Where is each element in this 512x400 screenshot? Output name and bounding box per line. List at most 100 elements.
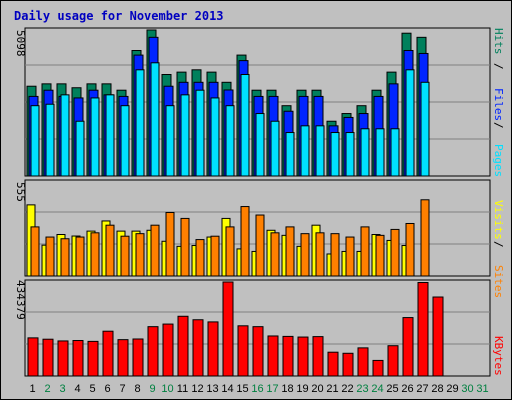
x-tick-day-23: 23 [356,383,368,395]
x-axis-labels: 1 2 3 4 5 6 7 8 9 10 11 12 13 14 15 16 17 18 19 20 21 22 23 24 2… [29,383,488,395]
bar-sites-day-20 [315,232,325,277]
bar-pages-day-26 [405,69,415,177]
x-tick-day-18: 18 [281,383,293,395]
kbytes-bars [27,281,444,377]
bar-sites-day-5 [90,232,100,277]
bar-pages-day-15 [240,74,250,177]
x-tick-day-17: 17 [266,383,278,395]
bar-pages-day-13 [210,97,220,177]
bar-pages-day-24 [375,128,385,177]
x-tick-day-10: 10 [161,383,173,395]
bar-pages-day-16 [255,113,265,177]
x-tick-day-24: 24 [371,383,383,395]
bar-kbytes-day-9 [147,326,159,377]
bar-kbytes-day-21 [327,351,339,377]
x-tick-day-14: 14 [221,383,233,395]
bar-pages-day-12 [195,89,205,177]
x-tick-day-25: 25 [386,383,398,395]
x-tick-day-19: 19 [296,383,308,395]
bar-pages-day-18 [285,132,295,177]
x-tick-day-5: 5 [89,383,95,395]
bar-sites-day-4 [75,236,85,277]
bar-pages-day-3 [60,94,70,177]
x-tick-day-8: 8 [134,383,140,395]
bar-kbytes-day-13 [207,321,219,377]
bar-pages-day-4 [75,120,85,177]
legend-files: Files [492,88,505,121]
x-tick-day-12: 12 [191,383,203,395]
bar-sites-day-6 [105,224,115,277]
bar-sites-day-27 [420,199,430,277]
x-tick-day-15: 15 [236,383,248,395]
bar-kbytes-day-3 [57,340,69,377]
bar-sites-day-16 [255,214,265,277]
legend-sep: / [492,63,505,70]
legend-visits: Visits [492,200,505,240]
x-tick-day-13: 13 [206,383,218,395]
bar-pages-day-11 [180,94,190,177]
bar-sites-day-15 [240,206,250,277]
usage-legend-sep1: / [492,63,505,70]
bar-sites-day-1 [30,226,40,277]
bar-sites-day-26 [405,222,415,277]
bar-kbytes-day-25 [387,345,399,377]
bar-kbytes-day-8 [132,338,144,377]
bar-kbytes-day-10 [162,323,174,377]
bar-sites-day-3 [60,238,70,277]
bar-sites-day-25 [390,228,400,277]
x-tick-day-30: 30 [461,383,473,395]
bar-kbytes-day-27 [417,282,429,377]
visits-legend-sites: Sites [492,265,505,298]
bar-kbytes-day-15 [237,325,249,377]
bar-pages-day-25 [390,128,400,177]
bar-sites-day-11 [180,217,190,277]
chart-title: Daily usage for November 2013 [14,9,224,23]
bar-kbytes-day-6 [102,330,114,377]
legend-hits: Hits [492,28,505,55]
visits-legend-visits: Visits [492,200,505,240]
bar-sites-day-13 [210,235,220,277]
bar-sites-day-2 [45,236,55,277]
x-tick-day-4: 4 [74,383,80,395]
x-tick-day-6: 6 [104,383,110,395]
bar-kbytes-day-5 [87,340,99,377]
bar-sites-day-14 [225,226,235,277]
bar-pages-day-27 [420,81,430,177]
usage-legend-sep2: / [492,122,505,129]
x-tick-day-29: 29 [446,383,458,395]
x-tick-day-27: 27 [416,383,428,395]
legend-kbytes: KBytes [492,336,505,376]
bar-pages-day-9 [150,62,160,177]
bar-kbytes-day-17 [267,335,279,377]
usage-legend-pages: Pages [492,144,505,177]
bar-pages-day-23 [360,128,370,177]
usage-legend-files: Files [492,88,505,121]
bar-kbytes-day-14 [222,281,234,377]
usage-legend: Hits [492,28,505,55]
bar-pages-day-1 [30,105,40,177]
usage-bars [26,29,430,177]
bar-kbytes-day-2 [42,338,54,377]
bar-pages-day-2 [45,103,55,177]
x-tick-day-16: 16 [251,383,263,395]
bar-kbytes-day-19 [297,336,309,377]
usage-max-label: 5098 [14,30,27,57]
kbytes-legend: KBytes [492,336,505,376]
kbytes-max-label: 434379 [14,280,27,320]
bar-sites-day-7 [120,235,130,277]
x-tick-day-28: 28 [431,383,443,395]
bar-pages-day-6 [105,94,115,177]
bar-kbytes-day-22 [342,352,354,377]
x-tick-day-31: 31 [476,383,488,395]
bar-pages-day-10 [165,105,175,177]
legend-sep: / [492,122,505,129]
bar-pages-day-5 [90,97,100,177]
x-tick-day-9: 9 [149,383,155,395]
x-tick-day-1: 1 [29,383,35,395]
bar-kbytes-day-4 [72,340,84,377]
visits-max-label: 555 [14,182,27,202]
bar-pages-day-7 [120,105,130,177]
bar-pages-day-19 [300,125,310,177]
legend-sites: Sites [492,265,505,298]
x-tick-day-26: 26 [401,383,413,395]
